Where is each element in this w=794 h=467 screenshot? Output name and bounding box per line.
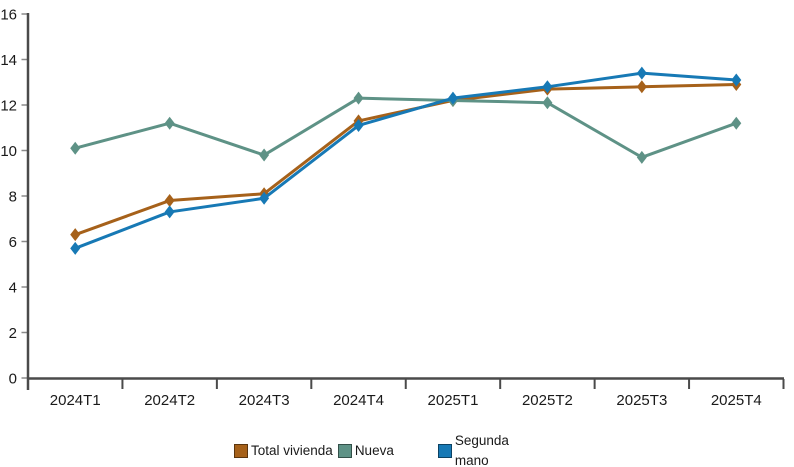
legend-label-segunda-mano: Segunda mano — [455, 431, 509, 467]
marker-total-vivienda — [70, 228, 81, 242]
marker-nueva — [636, 150, 647, 164]
marker-nueva — [353, 91, 364, 105]
y-tick-label: 14 — [0, 52, 17, 69]
marker-segunda-mano — [70, 241, 81, 255]
marker-segunda-mano — [636, 66, 647, 80]
legend-item-total-vivienda: Total vivienda — [234, 443, 333, 458]
x-tick-label: 2025T4 — [711, 392, 762, 409]
y-tick-label: 8 — [9, 189, 17, 206]
marker-segunda-mano — [259, 191, 270, 205]
line-chart: 0 2 4 6 8 10 12 14 16 2024T1 2024T2 2024T3 2024T4 202… — [0, 7, 785, 409]
legend-label-segunda-line2: mano — [454, 452, 489, 467]
marker-nueva — [259, 148, 270, 162]
y-tick-label: 12 — [0, 98, 17, 115]
legend-item-nueva: Nueva — [337, 443, 394, 459]
marker-nueva — [70, 141, 81, 155]
legend-swatch-total-vivienda — [234, 443, 248, 458]
y-tick-label: 0 — [9, 371, 17, 388]
x-tick-label: 2025T3 — [616, 392, 667, 409]
legend-label-total-vivienda: Total vivienda — [251, 443, 333, 459]
x-tick-label: 2024T2 — [144, 392, 195, 409]
series-line-nueva — [74, 96, 737, 159]
y-tick-label: 10 — [0, 143, 17, 160]
marker-segunda-mano — [542, 80, 553, 94]
marker-segunda-mano — [164, 205, 175, 219]
series-line-segunda-mano — [74, 71, 737, 250]
marker-segunda-mano — [447, 91, 458, 105]
marker-segunda-mano — [731, 73, 742, 87]
y-tick-label: 2 — [9, 325, 17, 342]
legend-label-nueva: Nueva — [354, 443, 394, 459]
legend-item-segunda-mano: Segunda mano — [437, 431, 509, 467]
marker-segunda-mano — [353, 118, 364, 132]
y-tick-label: 16 — [0, 7, 17, 24]
x-tick-label: 2024T4 — [333, 392, 384, 409]
marker-nueva — [164, 116, 175, 130]
marker-total-vivienda — [164, 194, 175, 208]
y-tick-label: 6 — [9, 234, 17, 251]
chart-legend: Total vivienda Nueva Segunda mano — [234, 431, 509, 467]
x-tick-label: 2025T2 — [522, 392, 573, 409]
legend-swatch-segunda-mano — [437, 443, 452, 458]
x-tick-label: 2025T1 — [428, 392, 479, 409]
x-tick-label: 2024T1 — [50, 392, 101, 409]
x-tick-label: 2024T3 — [239, 392, 290, 409]
legend-label-segunda-line1: Segunda — [454, 433, 509, 448]
marker-total-vivienda — [636, 80, 647, 94]
legend-swatch-nueva — [337, 443, 352, 458]
marker-nueva — [542, 96, 553, 110]
y-tick-label: 4 — [9, 280, 17, 297]
marker-nueva — [731, 116, 742, 130]
